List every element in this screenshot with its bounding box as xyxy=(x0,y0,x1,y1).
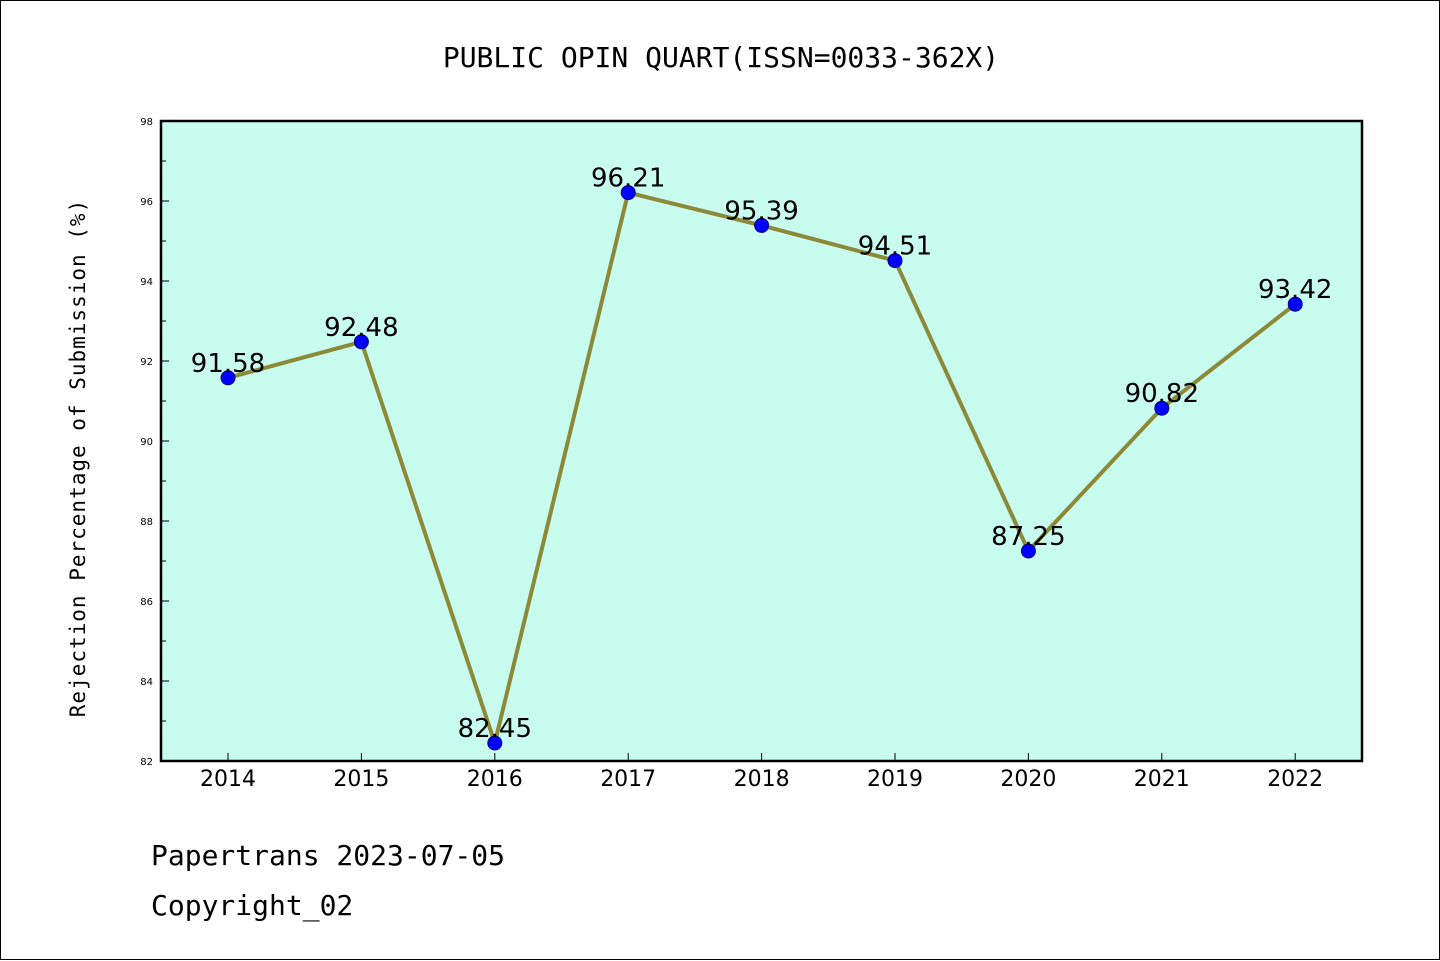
footer-date-text: Papertrans 2023-07-05 xyxy=(151,839,505,872)
data-label: 92.48 xyxy=(324,313,398,343)
data-point xyxy=(487,735,503,751)
data-point xyxy=(353,334,369,350)
data-point xyxy=(1287,296,1303,312)
y-tick-label: 94 xyxy=(140,277,153,288)
y-tick-label: 82 xyxy=(140,757,153,768)
footer-copyright-text: Copyright_02 xyxy=(151,889,353,923)
data-label: 96.21 xyxy=(591,164,665,194)
y-axis: 82 84 86 88 90 92 94 96 98 xyxy=(140,117,169,768)
data-label: 94.51 xyxy=(858,232,932,262)
data-label: 91.58 xyxy=(191,349,265,379)
plot-frame xyxy=(159,119,1364,763)
y-tick-label: 92 xyxy=(140,357,153,368)
data-label: 90.82 xyxy=(1125,379,1199,409)
x-axis: 2014 2015 2016 2017 2018 2019 2020 2021 2022 xyxy=(200,753,1323,792)
data-point xyxy=(887,253,903,269)
x-tick-label: 2018 xyxy=(734,767,790,792)
data-point xyxy=(620,185,636,201)
x-tick-label: 2019 xyxy=(867,767,923,792)
data-label: 87.25 xyxy=(991,522,1065,552)
y-tick-label: 96 xyxy=(140,197,153,208)
data-label: 95.39 xyxy=(724,196,798,226)
data-label: 93.42 xyxy=(1258,275,1332,305)
x-tick-label: 2017 xyxy=(600,767,656,792)
data-point xyxy=(1154,400,1170,416)
x-tick-label: 2014 xyxy=(200,767,256,792)
y-tick-label: 98 xyxy=(140,117,153,128)
data-label: 82.45 xyxy=(458,714,532,744)
y-tick-label: 86 xyxy=(140,597,153,608)
x-tick-label: 2020 xyxy=(1000,767,1056,792)
x-tick-label: 2016 xyxy=(467,767,523,792)
y-tick-label: 84 xyxy=(140,677,153,688)
data-point xyxy=(220,370,236,386)
x-tick-label: 2022 xyxy=(1267,767,1323,792)
series-markers xyxy=(220,185,1303,751)
x-tick-label: 2021 xyxy=(1134,767,1190,792)
data-labels: 91.58 92.48 82.45 96.21 95.39 94.51 87.25 90.82… xyxy=(191,164,1333,744)
y-axis-label: Rejection Percentage of Submission (%) xyxy=(66,199,90,717)
x-tick-label: 2015 xyxy=(333,767,389,792)
y-tick-label: 90 xyxy=(140,437,153,448)
data-point xyxy=(1020,543,1036,559)
y-tick-label: 88 xyxy=(140,517,153,528)
chart-title: PUBLIC OPIN QUART(ISSN=0033-362X) xyxy=(443,41,999,74)
data-point xyxy=(754,217,770,233)
